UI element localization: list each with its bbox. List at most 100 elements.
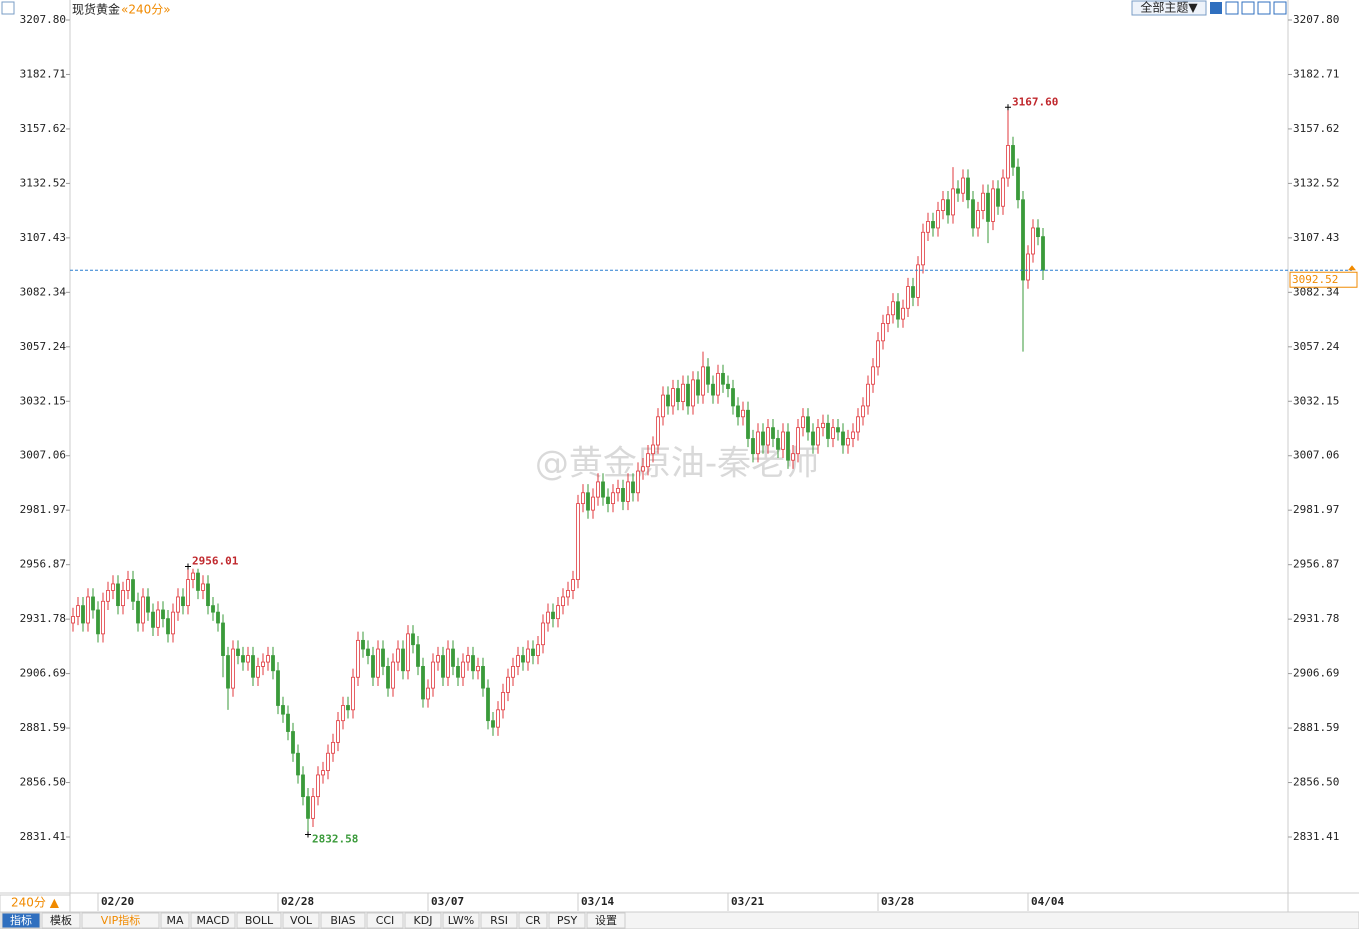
candle-body: [281, 705, 285, 715]
candle-body: [881, 323, 885, 342]
indicator-tab-label[interactable]: BOLL: [245, 914, 274, 927]
icon-button[interactable]: [1225, 1, 1239, 15]
candle-body: [266, 655, 270, 663]
candle-body: [116, 583, 120, 607]
indicator-tab-label[interactable]: KDJ: [414, 914, 433, 927]
indicator-tab[interactable]: [190, 912, 236, 929]
indicator-tab-label[interactable]: CR: [525, 914, 541, 927]
indicator-tab-label[interactable]: 模板: [50, 913, 72, 927]
candle-body: [671, 388, 675, 407]
y2-tick-label: 3107.43: [1293, 231, 1339, 244]
y2-tick-label: 2931.78: [1293, 612, 1339, 625]
indicator-tab[interactable]: [81, 912, 160, 929]
candle-body: [761, 431, 765, 446]
indicator-tab-label[interactable]: 指标: [10, 913, 32, 927]
candle-body: [346, 705, 350, 711]
candle-body: [536, 644, 540, 656]
indicator-tab-label[interactable]: MACD: [197, 914, 230, 927]
indicator-tab-label[interactable]: BIAS: [330, 914, 355, 927]
indicator-tab-label[interactable]: MA: [166, 914, 183, 927]
icon-button[interactable]: [1257, 1, 1271, 15]
candle-body: [136, 600, 140, 624]
icon-button[interactable]: [1273, 1, 1287, 15]
period-label[interactable]: «240分»: [121, 3, 171, 17]
y-tick-label: 3007.06: [20, 449, 66, 462]
candle-body: [461, 661, 465, 678]
candle-body: [271, 655, 275, 672]
candle-body: [871, 366, 875, 385]
candle-body: [676, 388, 680, 402]
candle-body: [521, 655, 525, 663]
candle-body: [751, 438, 755, 455]
candle-body: [516, 655, 520, 667]
y-tick-label: 3157.62: [20, 122, 66, 135]
candle-body: [1011, 145, 1015, 168]
extreme-marker: [1005, 104, 1011, 111]
candle-body: [666, 394, 670, 407]
period-selector-label[interactable]: 240分 ▲: [11, 896, 60, 910]
candle-body: [626, 481, 630, 502]
candle-body: [586, 492, 590, 511]
candle-body: [991, 188, 995, 222]
candle-body: [146, 596, 150, 613]
candle-body: [901, 307, 905, 320]
x-tick-label: 02/28: [281, 895, 314, 908]
extreme-marker: [185, 563, 191, 570]
indicator-tab-label[interactable]: VIP指标: [101, 913, 140, 927]
y2-tick-label: 2906.69: [1293, 667, 1339, 680]
candle-body: [541, 622, 545, 646]
candle-body: [296, 752, 300, 776]
indicator-tab[interactable]: [160, 912, 190, 929]
candle-body: [431, 661, 435, 689]
candle-body: [321, 770, 325, 776]
indicator-tab[interactable]: [404, 912, 442, 929]
indicator-tab[interactable]: [480, 912, 518, 929]
indicator-tab-label[interactable]: LW%: [448, 914, 474, 927]
indicator-tab[interactable]: [320, 912, 366, 929]
icon-button[interactable]: [1210, 2, 1222, 14]
indicator-tab[interactable]: [518, 912, 548, 929]
theme-dropdown[interactable]: [1131, 0, 1207, 16]
theme-dropdown-label[interactable]: 全部主题▼: [1140, 0, 1198, 15]
collapse-button[interactable]: [1, 1, 15, 15]
candle-body: [721, 372, 725, 385]
indicator-tab[interactable]: [442, 912, 480, 929]
candle-body: [566, 590, 570, 598]
y2-tick-label: 3007.06: [1293, 449, 1339, 462]
indicator-tab-label[interactable]: CCI: [376, 914, 395, 927]
indicator-tab[interactable]: [366, 912, 404, 929]
candle-body: [101, 600, 105, 635]
candle-body: [801, 416, 805, 429]
y-tick-label: 2956.87: [20, 558, 66, 571]
indicator-tab[interactable]: [586, 912, 626, 929]
candle-body: [771, 427, 775, 439]
candle-body: [1041, 236, 1045, 271]
icon-button[interactable]: [1241, 1, 1255, 15]
indicator-tab-label[interactable]: PSY: [557, 914, 578, 927]
candle-body: [711, 383, 715, 396]
candle-body: [446, 648, 450, 678]
candle-body: [491, 720, 495, 728]
candle-body: [316, 774, 320, 798]
candle-body: [971, 199, 975, 229]
candle-body: [206, 583, 210, 607]
candle-body: [556, 605, 560, 620]
indicator-tab-label[interactable]: VOL: [290, 914, 313, 927]
candle-body: [916, 264, 920, 298]
indicator-tab[interactable]: [41, 912, 81, 929]
candle-body: [246, 655, 250, 663]
candle-body: [181, 596, 185, 607]
candle-body: [196, 572, 200, 591]
indicator-tab[interactable]: [548, 912, 586, 929]
indicator-tab-label[interactable]: 设置: [595, 914, 617, 927]
indicator-tab[interactable]: [282, 912, 320, 929]
candle-body: [96, 609, 100, 635]
indicator-tab[interactable]: [236, 912, 282, 929]
candle-body: [651, 444, 655, 455]
candle-body: [611, 492, 615, 505]
candle-body: [71, 616, 75, 624]
indicator-tab-label[interactable]: RSI: [490, 914, 508, 927]
candle-body: [551, 611, 555, 620]
indicator-tab[interactable]: [1, 912, 41, 929]
candle-body: [166, 618, 170, 635]
